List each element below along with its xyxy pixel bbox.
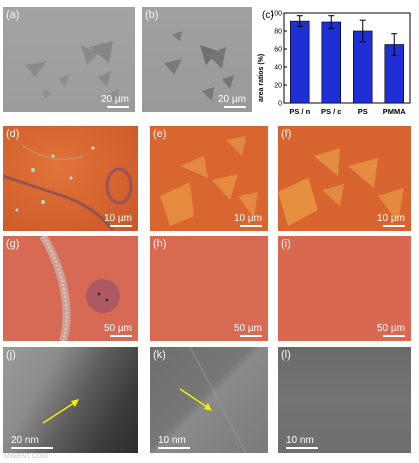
annotation-arrow [179, 347, 247, 453]
contamination-features [39, 236, 120, 341]
y-tick-label: 20 [274, 83, 282, 90]
scale-bar: 50 µm [234, 324, 262, 337]
scale-bar-label: 50 µm [104, 323, 132, 334]
panel-label: (h) [153, 238, 167, 250]
panel-label: (k) [153, 349, 166, 361]
flake-shapes [25, 41, 119, 103]
x-tick-label: PMMA [383, 107, 406, 116]
scale-bar: 20 nm [11, 436, 53, 449]
panel-i-optical-image: (i) 50 µm [278, 236, 411, 341]
scale-bar-label: 10 µm [234, 213, 262, 224]
panel-label: (d) [6, 128, 20, 140]
scale-bar-label: 10 nm [158, 435, 186, 446]
bar [321, 21, 342, 104]
panel-l-tem-image: (l) 10 nm [278, 347, 411, 453]
flake-shapes [278, 148, 404, 226]
panel-label: (f) [281, 128, 292, 140]
panel-g-optical-image: (g) 50 µm [3, 236, 138, 341]
panel-k-tem-image: (k) 10 nm [150, 347, 268, 453]
flake-shapes [160, 136, 258, 226]
panel-label: (l) [281, 349, 291, 361]
plot-frame [283, 12, 411, 104]
scale-bar: 50 µm [104, 324, 132, 337]
annotation-arrow [42, 399, 79, 424]
scale-bar: 50 µm [377, 324, 405, 337]
panel-label: (b) [145, 9, 159, 21]
panel-label: (g) [6, 238, 20, 250]
scale-bar: 10 µm [104, 214, 132, 227]
y-tick-label: 80 [274, 29, 282, 36]
panel-label: (e) [153, 128, 167, 140]
contamination-features [3, 145, 133, 231]
y-axis-label: area ratios (%) [258, 54, 265, 102]
scale-bar: 10 nm [286, 436, 318, 449]
y-tick-label: 100 [270, 11, 282, 18]
panel-label: (a) [6, 9, 20, 21]
panel-label: (j) [6, 349, 16, 361]
x-tick-label: PS [358, 107, 368, 116]
scale-bar: 20 µm [101, 95, 129, 108]
panel-c-bar-chart: (c) area ratios (%) 0 20 40 60 80 100 PS / n PS… [254, 5, 416, 123]
bar-chart-svg: (c) area ratios (%) 0 20 40 60 80 100 PS / n PS… [258, 10, 411, 116]
panel-d-optical-image: (d) 10 µm [3, 126, 138, 231]
scale-bar-label: 20 nm [11, 435, 39, 446]
y-tick-label: 60 [274, 47, 282, 54]
scale-bar-label: 10 µm [104, 213, 132, 224]
panel-label: (c) [262, 10, 274, 21]
flake-shapes [164, 31, 234, 101]
panel-f-optical-image: (f) 10 µm [278, 126, 411, 231]
panel-j-tem-image: (j) 20 nm [3, 347, 138, 453]
y-tick-label: 40 [274, 65, 282, 72]
watermark: MWENT.COM [4, 453, 48, 460]
scale-bar: 10 nm [158, 436, 190, 449]
scale-bar-label: 20 µm [101, 94, 129, 105]
scale-bar-label: 20 µm [218, 94, 246, 105]
panel-h-optical-image: (h) 50 µm [150, 236, 268, 341]
scale-bar-label: 10 µm [377, 213, 405, 224]
panel-e-optical-image: (e) 10 µm [150, 126, 268, 231]
scale-bar-label: 50 µm [377, 323, 405, 334]
panel-label: (i) [281, 238, 291, 250]
panel-b-sem-image: (b) 20 µm [142, 7, 252, 112]
bar [289, 20, 310, 104]
scale-bar: 10 µm [234, 214, 262, 227]
scale-bar-label: 50 µm [234, 323, 262, 334]
scale-bar-label: 10 nm [286, 435, 314, 446]
x-tick-label: PS / n [289, 107, 310, 116]
y-tick-label: 0 [278, 101, 282, 108]
panel-a-sem-image: (a) 20 µm [3, 7, 135, 112]
x-tick-label: PS / c [321, 107, 341, 116]
scale-bar: 10 µm [377, 214, 405, 227]
scale-bar: 20 µm [218, 95, 246, 108]
